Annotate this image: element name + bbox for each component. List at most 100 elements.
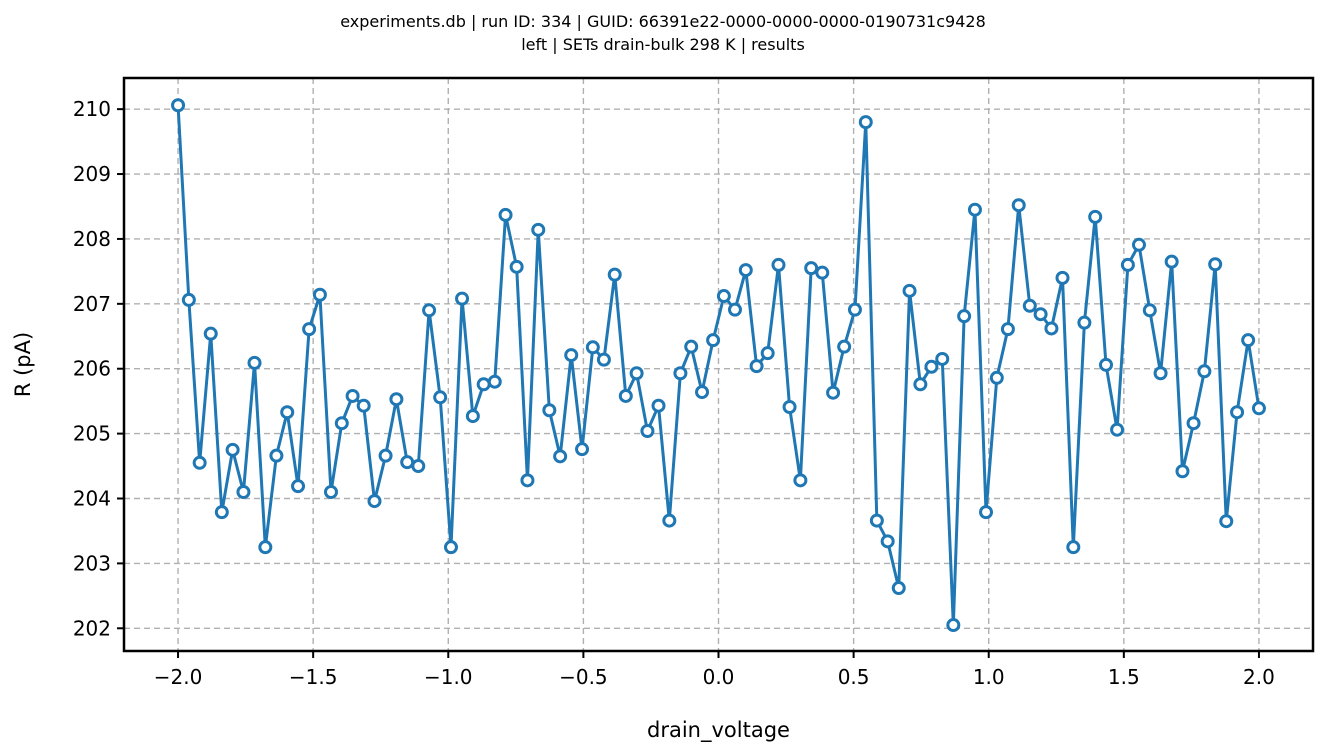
data-point [1131, 237, 1146, 252]
data-point [323, 485, 338, 500]
x-tick-label: 0.5 [838, 665, 870, 689]
data-point [531, 222, 546, 237]
data-point [596, 352, 611, 367]
data-point [651, 398, 666, 413]
data-point [422, 303, 437, 318]
data-point [979, 505, 994, 520]
x-tick-label: −2.0 [154, 665, 203, 689]
data-point [793, 473, 808, 488]
data-point [891, 581, 906, 596]
data-point [815, 265, 830, 280]
data-point [247, 355, 262, 370]
series-line [176, 105, 1261, 627]
data-point [520, 473, 535, 488]
data-point [1164, 254, 1179, 269]
data-point [1022, 298, 1037, 313]
data-point [258, 540, 273, 555]
data-point [771, 257, 786, 272]
y-axis-label: R (pA) [11, 332, 35, 397]
data-point [1077, 315, 1092, 330]
data-point [356, 398, 371, 413]
x-axis-label: drain_voltage [647, 718, 790, 743]
data-point [1219, 514, 1234, 529]
data-point [1153, 366, 1168, 381]
data-point [389, 392, 404, 407]
data-point [498, 207, 513, 222]
data-point [913, 377, 928, 392]
data-point [706, 333, 721, 348]
x-tick-label: 0.0 [703, 665, 735, 689]
x-tick-label: 1.5 [1108, 665, 1140, 689]
data-point [553, 449, 568, 464]
x-tick-label: −1.0 [424, 665, 473, 689]
data-point [607, 267, 622, 282]
data-point [443, 540, 458, 555]
data-point [334, 416, 349, 431]
data-point [291, 479, 306, 494]
data-point [171, 98, 186, 113]
data-point [695, 385, 710, 400]
data-point [236, 485, 251, 500]
grid [124, 78, 1313, 651]
data-point [837, 339, 852, 354]
data-point [1099, 357, 1114, 372]
y-tick-label: 209 [73, 162, 111, 186]
data-point [1055, 270, 1070, 285]
data-point [542, 403, 557, 418]
data-point [1175, 464, 1190, 479]
data-point [1197, 364, 1212, 379]
data-point [564, 348, 579, 363]
data-point [411, 459, 426, 474]
data-point [345, 388, 360, 403]
x-tick-label: 2.0 [1243, 665, 1275, 689]
data-point [924, 359, 939, 374]
data-point [214, 505, 229, 520]
data-point [826, 385, 841, 400]
data-point [804, 261, 819, 276]
data-point [760, 346, 775, 361]
chart-title-line-2: left | SETs drain-bulk 298 K | results [521, 35, 805, 54]
data-point [367, 494, 382, 509]
data-point [935, 351, 950, 366]
data-point [738, 263, 753, 278]
series [171, 98, 1266, 633]
data-point [1208, 257, 1223, 272]
data-point [476, 377, 491, 392]
y-tick-label: 206 [73, 357, 111, 381]
data-point [1066, 540, 1081, 555]
y-tick-label: 203 [73, 551, 111, 575]
data-point [225, 442, 240, 457]
data-point [957, 309, 972, 324]
data-point [662, 513, 677, 528]
y-tick-label: 202 [73, 616, 111, 640]
data-point [269, 448, 284, 463]
x-tick-label: −1.5 [289, 665, 338, 689]
data-point [946, 618, 961, 633]
data-point [1142, 303, 1157, 318]
data-point [847, 302, 862, 317]
data-point [673, 366, 688, 381]
y-tick-label: 205 [73, 422, 111, 446]
data-point [727, 302, 742, 317]
data-point [400, 455, 415, 470]
data-point [1033, 307, 1048, 322]
data-point [618, 388, 633, 403]
y-tick-label: 207 [73, 292, 111, 316]
data-point [629, 366, 644, 381]
data-point [1000, 322, 1015, 337]
data-point [1110, 422, 1125, 437]
data-point [465, 409, 480, 424]
data-point [858, 115, 873, 130]
x-tick-label: −0.5 [559, 665, 608, 689]
data-point [181, 292, 196, 307]
axis-ticks: −2.0 −1.5 −1.0 −0.5 0.0 0.5 1.0 1.5 2.0 202 203 204… [73, 97, 1275, 689]
x-tick-label: 1.0 [973, 665, 1005, 689]
data-point [716, 289, 731, 304]
data-point [1230, 405, 1245, 420]
data-point [302, 322, 317, 337]
data-point [749, 359, 764, 374]
data-point [203, 326, 218, 341]
data-point [433, 390, 448, 405]
data-point [487, 374, 502, 389]
